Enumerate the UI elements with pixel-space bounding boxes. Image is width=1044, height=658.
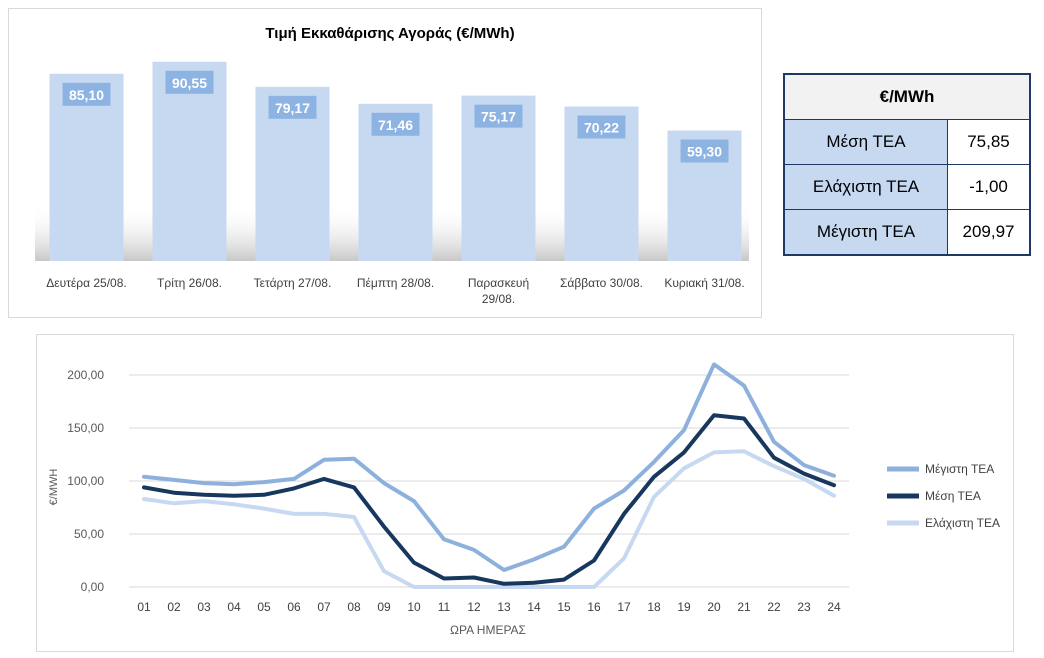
x-tick-label-12: 12 <box>467 600 481 614</box>
legend-label-3: Ελάχιστη ΤΕΑ <box>925 516 1000 530</box>
bar-category-label-3: Τετάρτη 27/08. <box>254 276 332 290</box>
bar-value-box-5 <box>474 104 523 128</box>
bar-value-label-6: 70,22 <box>584 120 619 136</box>
summary-row-min: Ελάχιστη ΤΕΑ -1,00 <box>783 164 1031 210</box>
x-tick-label-14: 14 <box>527 600 541 614</box>
x-tick-label-06: 06 <box>287 600 301 614</box>
bar-category-label-2: Τρίτη 26/08. <box>157 276 222 290</box>
y-tick-label-2: 100,00 <box>67 474 104 488</box>
bar-value-box-7 <box>680 139 729 163</box>
bar-value-box-6 <box>577 115 626 139</box>
x-tick-label-17: 17 <box>617 600 631 614</box>
series-line-3 <box>142 449 836 589</box>
x-tick-label-13: 13 <box>497 600 511 614</box>
y-tick-label-1: 50,00 <box>74 527 104 541</box>
x-tick-label-16: 16 <box>587 600 601 614</box>
bar-value-box-2 <box>165 70 214 94</box>
x-tick-label-01: 01 <box>137 600 151 614</box>
summary-row-mean: Μέση ΤΕΑ 75,85 <box>783 119 1031 165</box>
bar-value-label-7: 59,30 <box>687 144 722 160</box>
bar-value-box-3 <box>268 95 317 119</box>
x-tick-label-03: 03 <box>197 600 211 614</box>
bar-value-label-3: 79,17 <box>275 100 310 116</box>
x-tick-label-11: 11 <box>438 600 451 614</box>
bar-category-label-4: Πέμπτη 28/08. <box>357 276 434 290</box>
series-line-2 <box>142 413 836 586</box>
bar-value-label-5: 75,17 <box>481 109 516 125</box>
x-tick-label-21: 21 <box>737 600 751 614</box>
x-tick-label-02: 02 <box>167 600 181 614</box>
y-tick-label-0: 0,00 <box>81 580 105 594</box>
summary-value-mean: 75,85 <box>947 119 1031 165</box>
summary-value-max: 209,97 <box>947 209 1031 256</box>
daily-price-bar-chart: Τιμή Εκκαθάρισης Αγοράς (€/MWh) 85,10 Δευ… <box>8 8 762 318</box>
bar-chart-title-box <box>237 17 543 47</box>
x-tick-label-23: 23 <box>797 600 811 614</box>
bar-category-label-1: Δευτέρα 25/08. <box>46 276 126 290</box>
x-tick-label-19: 19 <box>677 600 691 614</box>
x-tick-label-20: 20 <box>707 600 721 614</box>
bar-value-label-4: 71,46 <box>378 117 413 133</box>
x-tick-label-10: 10 <box>407 600 421 614</box>
bar-value-label-2: 90,55 <box>172 75 207 91</box>
summary-label-min: Ελάχιστη ΤΕΑ <box>783 164 948 210</box>
summary-value-min: -1,00 <box>947 164 1031 210</box>
bar-chart-svg: Τιμή Εκκαθάρισης Αγοράς (€/MWh) 85,10 Δευ… <box>35 17 749 306</box>
bar-category-label-7: Κυριακή 31/08. <box>664 276 744 290</box>
x-tick-label-24: 24 <box>827 600 841 614</box>
x-tick-label-08: 08 <box>347 600 361 614</box>
y-axis-label: €/MWH <box>48 469 60 506</box>
summary-label-mean: Μέση ΤΕΑ <box>783 119 948 165</box>
bar-value-box-4 <box>371 112 420 136</box>
series-line-1 <box>142 362 836 572</box>
x-tick-label-07: 07 <box>317 600 331 614</box>
y-tick-label-3: 150,00 <box>67 421 104 435</box>
legend-label-1: Μέγιστη ΤΕΑ <box>925 462 994 476</box>
x-tick-label-22: 22 <box>767 600 781 614</box>
bar-value-label-1: 85,10 <box>69 87 104 103</box>
bar-chart-title: Τιμή Εκκαθάρισης Αγοράς (€/MWh) <box>265 25 514 42</box>
summary-header: €/MWh <box>783 73 1031 120</box>
x-tick-label-04: 04 <box>227 600 241 614</box>
x-tick-label-18: 18 <box>647 600 661 614</box>
line-chart-svg: 0,00 50,00 100,00 150,00 200,00 01 02 03 04 05 06… <box>48 362 1000 637</box>
summary-label-max: Μέγιστη ΤΕΑ <box>783 209 948 256</box>
x-tick-label-05: 05 <box>257 600 271 614</box>
bar-2 <box>152 61 227 261</box>
summary-row-max: Μέγιστη ΤΕΑ 209,97 <box>783 209 1031 256</box>
hourly-price-line-chart: 0,00 50,00 100,00 150,00 200,00 01 02 03 04 05 06… <box>36 334 1014 652</box>
y-tick-label-4: 200,00 <box>67 368 104 382</box>
x-tick-label-15: 15 <box>557 600 571 614</box>
bar-category-label-5: Παρασκευή 29/08. <box>468 276 529 306</box>
bar-value-box-1 <box>62 82 111 106</box>
summary-header-row: €/MWh <box>783 73 1031 120</box>
x-tick-label-09: 09 <box>377 600 391 614</box>
legend-label-2: Μέση ΤΕΑ <box>925 489 981 503</box>
price-summary-table: €/MWh Μέση ΤΕΑ 75,85 Ελάχιστη ΤΕΑ -1,00 … <box>783 73 1031 256</box>
x-axis-label: ΩΡΑ ΗΜΕΡΑΣ <box>450 623 526 637</box>
bar-category-label-6: Σάββατο 30/08. <box>560 276 643 290</box>
